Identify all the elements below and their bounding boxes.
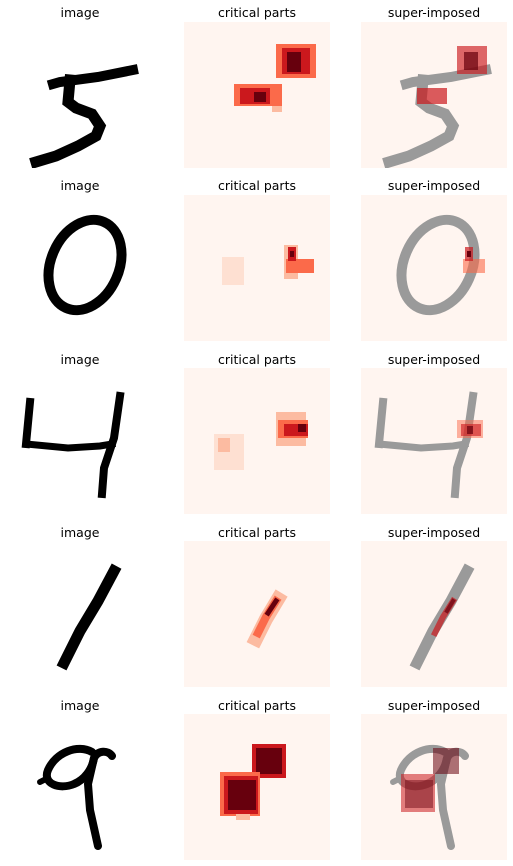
row1-image-panel — [8, 22, 154, 168]
row3-super-imposed-title: super-imposed — [387, 352, 481, 367]
row3-image-panel — [8, 368, 154, 514]
row2-critical-parts-title: critical parts — [218, 178, 296, 193]
row1-image-title: image — [60, 5, 100, 20]
row2-super-imposed-panel — [361, 195, 507, 341]
digit-5-image — [8, 22, 154, 168]
heatmap-0 — [184, 195, 330, 341]
digit-0-image — [8, 195, 154, 341]
row2-super-imposed-title: super-imposed — [387, 178, 481, 193]
row1-super-imposed-panel — [361, 22, 507, 168]
row3-super-imposed-panel — [361, 368, 507, 514]
row5-super-imposed-title: super-imposed — [387, 698, 481, 713]
heatmap-1 — [184, 541, 330, 687]
row5-critical-parts-panel — [184, 714, 330, 860]
row4-super-imposed-title: super-imposed — [387, 525, 481, 540]
row5-super-imposed-panel — [361, 714, 507, 860]
row3-critical-parts-title: critical parts — [218, 352, 296, 367]
overlay-4 — [361, 368, 507, 514]
heatmap-9 — [184, 714, 330, 860]
row2-image-title: image — [60, 178, 100, 193]
overlay-9 — [361, 714, 507, 860]
heatmap-5 — [184, 22, 330, 168]
row4-critical-parts-title: critical parts — [218, 525, 296, 540]
row1-critical-parts-title: critical parts — [218, 5, 296, 20]
row5-image-title: image — [60, 698, 100, 713]
digit-4-image — [8, 368, 154, 514]
row3-critical-parts-panel — [184, 368, 330, 514]
overlay-0 — [361, 195, 507, 341]
row2-image-panel — [8, 195, 154, 341]
row5-critical-parts-title: critical parts — [218, 698, 296, 713]
row4-image-title: image — [60, 525, 100, 540]
row3-image-title: image — [60, 352, 100, 367]
overlay-5 — [361, 22, 507, 168]
row1-super-imposed-title: super-imposed — [387, 5, 481, 20]
row5-image-panel — [8, 714, 154, 860]
heatmap-4 — [184, 368, 330, 514]
digit-1-image — [8, 541, 154, 687]
row1-critical-parts-panel — [184, 22, 330, 168]
row4-critical-parts-panel — [184, 541, 330, 687]
digit-9-image — [8, 714, 154, 860]
row2-critical-parts-panel — [184, 195, 330, 341]
overlay-1 — [361, 541, 507, 687]
row4-super-imposed-panel — [361, 541, 507, 687]
row4-image-panel — [8, 541, 154, 687]
